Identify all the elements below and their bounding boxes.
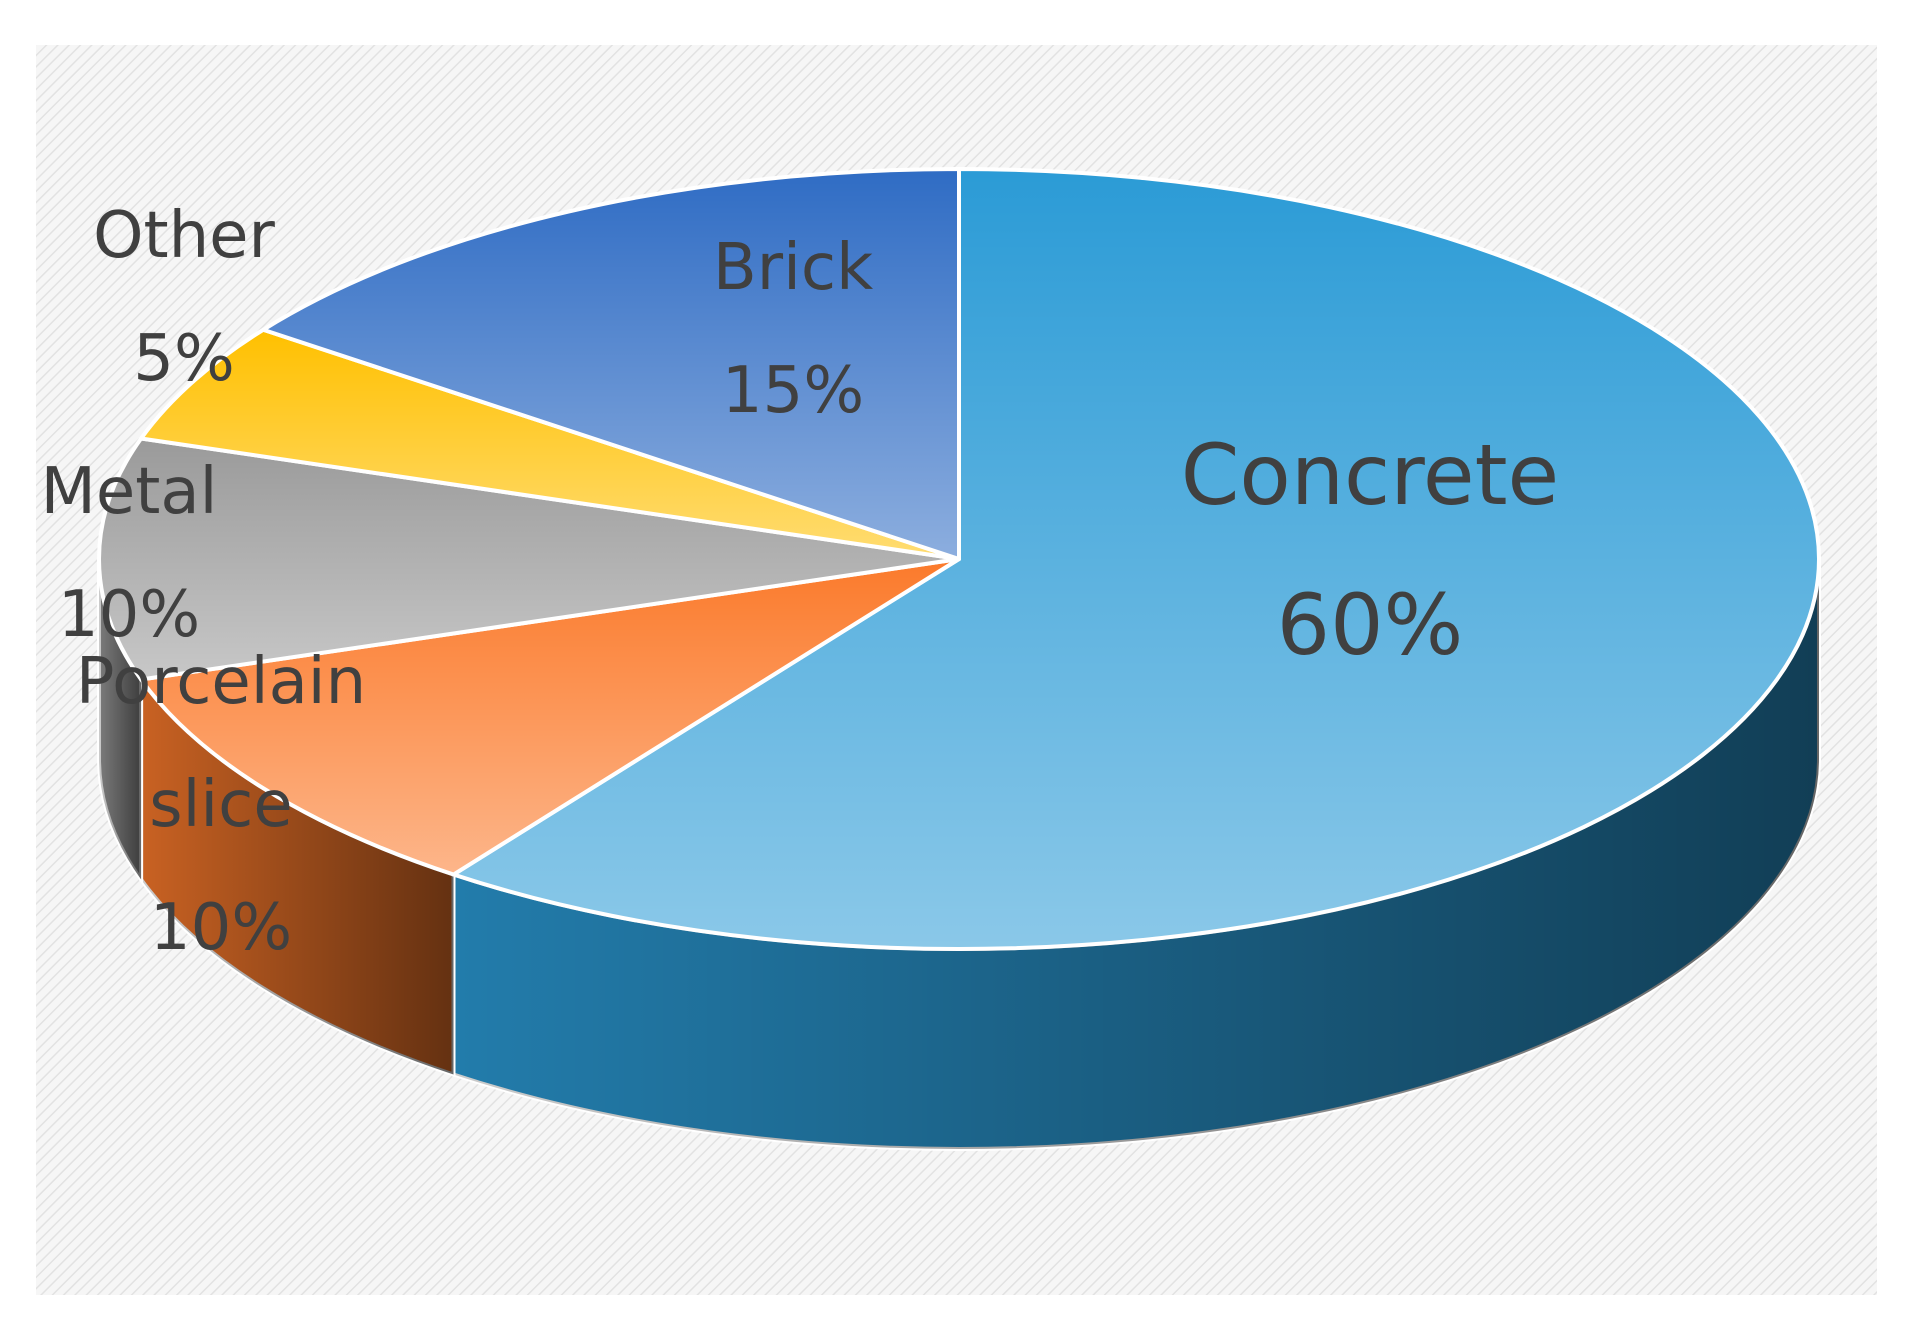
slice-shine [451,167,1821,951]
slice-side-shade [141,679,454,1075]
value-label: 10% [57,578,201,652]
data-label: Concrete 60% [1181,400,1559,700]
category-label: Concrete [1180,426,1560,524]
slice-shine [97,436,961,682]
data-label: Other 5% [93,175,275,421]
slice-shine [139,557,961,877]
value-label: 60% [1276,576,1464,674]
data-label: Metal 10% [41,431,218,677]
data-label: Brick 15% [713,207,873,453]
category-label: Metal [40,455,218,529]
value-label: 5% [133,322,235,396]
category-label: Other [93,199,275,273]
category-label: Porcelain slice [75,645,367,842]
slice-side-shade [453,559,1820,1149]
data-label: Porcelain slice 10% [56,621,386,990]
value-label: 10% [149,891,293,965]
slice-side-shade [99,559,142,880]
category-label: Brick [712,231,874,305]
value-label: 15% [721,354,865,428]
slice-shine [261,167,961,561]
slice-shine [139,327,961,561]
